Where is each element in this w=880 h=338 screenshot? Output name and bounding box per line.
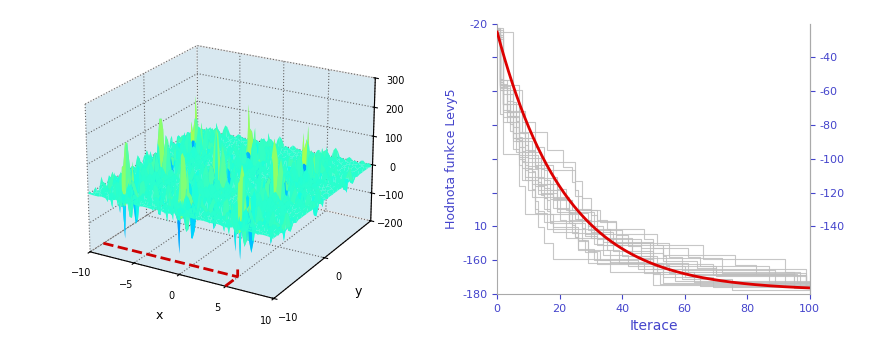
X-axis label: x: x [155,310,163,322]
Y-axis label: Hodnota funkce Levy5: Hodnota funkce Levy5 [445,89,458,229]
X-axis label: Iterace: Iterace [629,319,678,333]
Y-axis label: y: y [355,286,362,298]
